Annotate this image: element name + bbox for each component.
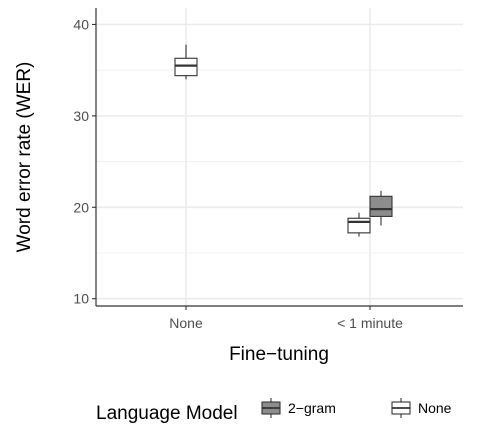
y-tick-label: 30 xyxy=(73,108,89,124)
legend: Language Model 2−gram None xyxy=(96,398,452,424)
box-body xyxy=(174,57,198,77)
x-axis-title: Fine−tuning xyxy=(229,344,329,365)
legend-key-none: None xyxy=(391,398,452,418)
box-series xyxy=(174,44,393,237)
legend-label: 2−gram xyxy=(288,400,336,416)
legend-title: Language Model xyxy=(96,403,238,424)
box-body xyxy=(347,217,371,234)
legend-key-2-gram: 2−gram xyxy=(261,398,336,418)
box-none-none xyxy=(174,44,198,80)
box-none-lt-1-minute xyxy=(347,212,371,237)
y-tick-label: 40 xyxy=(73,16,89,32)
x-tick-label: < 1 minute xyxy=(337,315,403,331)
box-body xyxy=(369,195,393,217)
axes xyxy=(95,8,463,307)
x-ticks: None < 1 minute xyxy=(169,306,403,331)
y-tick-label: 10 xyxy=(73,291,89,307)
y-axis-title: Word error rate (WER) xyxy=(14,62,35,253)
legend-label: None xyxy=(418,400,452,416)
grid-lines xyxy=(96,8,463,306)
y-tick-label: 20 xyxy=(73,199,89,215)
y-ticks: 10 20 30 40 xyxy=(73,16,96,307)
box-2-gram-lt-1-minute xyxy=(369,190,393,226)
x-tick-label: None xyxy=(169,315,203,331)
